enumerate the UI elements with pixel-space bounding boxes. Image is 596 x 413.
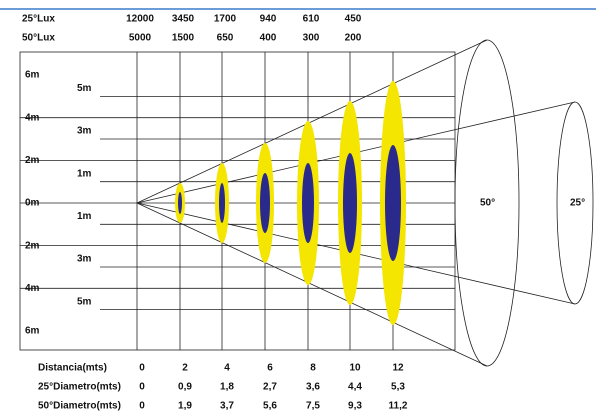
lux-label: 50°Lux — [22, 33, 55, 44]
row-value: 1,8 — [220, 382, 234, 393]
row-value: 3,7 — [220, 401, 234, 412]
axis-label: 2m — [25, 240, 40, 251]
row-value: 3,6 — [306, 382, 320, 393]
row-value: 4,4 — [348, 382, 362, 393]
cone-edge — [136, 202, 488, 367]
axis-label: 6m — [25, 326, 40, 337]
row-value: 5,3 — [391, 382, 405, 393]
lux-value: 3450 — [172, 14, 195, 25]
row-value: 1,9 — [178, 401, 192, 412]
beam-25 — [385, 145, 401, 261]
row-value: 6 — [267, 363, 273, 374]
row-label: 50°Diametro(mts) — [38, 401, 121, 412]
lux-value: 300 — [303, 33, 320, 44]
row-value: 0,9 — [178, 382, 192, 393]
row-label: 25°Diametro(mts) — [38, 382, 121, 393]
axis-label: 4m — [25, 283, 40, 294]
beam-25 — [178, 192, 182, 214]
lux-value: 12000 — [126, 14, 154, 25]
cone-label: 25° — [570, 198, 585, 209]
axis-label: 2m — [25, 155, 40, 166]
row-value: 7,5 — [306, 401, 320, 412]
row-value: 10 — [349, 363, 361, 374]
cone-edge — [136, 39, 488, 204]
lux-value: 400 — [260, 33, 277, 44]
row-value: 9,3 — [348, 401, 362, 412]
row-value: 4 — [224, 363, 230, 374]
cone-label: 50° — [480, 198, 495, 209]
axis-label: 1m — [77, 168, 92, 179]
row-label: Distancia(mts) — [38, 363, 107, 374]
axis-label: 0m — [25, 198, 40, 209]
row-value: 12 — [392, 363, 404, 374]
axis-label: 4m — [25, 112, 40, 123]
axis-label: 3m — [77, 254, 92, 265]
axis-label: 6m — [25, 70, 40, 81]
lux-value: 200 — [345, 33, 362, 44]
lux-value: 940 — [260, 14, 277, 25]
beam-25 — [260, 173, 270, 233]
row-value: 0 — [139, 363, 145, 374]
axis-label: 3m — [77, 126, 92, 137]
lux-value: 650 — [217, 33, 234, 44]
axis-label: 5m — [77, 296, 92, 307]
lux-value: 1700 — [214, 14, 237, 25]
row-value: 0 — [139, 401, 145, 412]
lux-value: 610 — [303, 14, 320, 25]
row-value: 2 — [182, 363, 188, 374]
lux-value: 1500 — [172, 33, 195, 44]
row-value: 8 — [310, 363, 316, 374]
cone-end — [556, 101, 594, 305]
cone-end — [454, 39, 520, 367]
beam-25 — [302, 163, 314, 243]
row-value: 2,7 — [263, 382, 277, 393]
row-value: 0 — [139, 382, 145, 393]
beam-25 — [219, 183, 225, 223]
lux-value: 5000 — [129, 33, 152, 44]
beam-25 — [343, 153, 357, 253]
axis-label: 1m — [77, 211, 92, 222]
lux-value: 450 — [345, 14, 362, 25]
axis-label: 5m — [77, 83, 92, 94]
row-value: 11,2 — [389, 401, 408, 412]
lux-label: 25°Lux — [22, 14, 55, 25]
row-value: 5,6 — [263, 401, 277, 412]
